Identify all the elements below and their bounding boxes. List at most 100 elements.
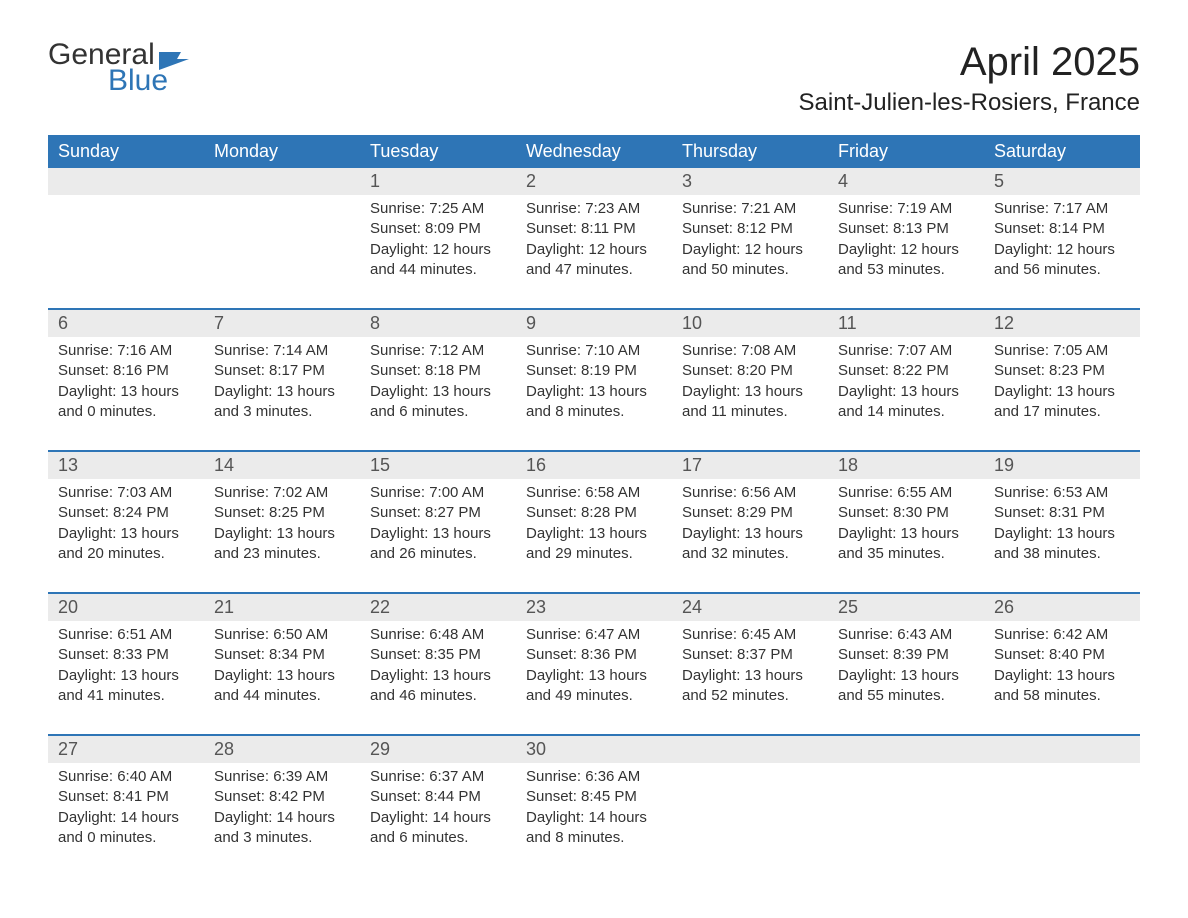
- detail-sunrise: Sunrise: 7:08 AM: [682, 341, 818, 361]
- detail-day2: and 32 minutes.: [682, 544, 818, 564]
- day-detail-cell: Sunrise: 7:02 AMSunset: 8:25 PMDaylight:…: [204, 479, 360, 593]
- detail-day1: Daylight: 13 hours: [994, 382, 1130, 402]
- detail-day2: and 6 minutes.: [370, 828, 506, 848]
- dow-saturday: Saturday: [984, 135, 1140, 168]
- detail-day2: and 41 minutes.: [58, 686, 194, 706]
- detail-sunset: Sunset: 8:16 PM: [58, 361, 194, 381]
- day-detail-cell: Sunrise: 6:45 AMSunset: 8:37 PMDaylight:…: [672, 621, 828, 735]
- day-number-cell: 24: [672, 594, 828, 621]
- day-number: 27: [58, 739, 78, 759]
- detail-sunset: Sunset: 8:25 PM: [214, 503, 350, 523]
- day-number-cell: 5: [984, 168, 1140, 195]
- detail-day2: and 53 minutes.: [838, 260, 974, 280]
- day-number: 1: [370, 171, 380, 191]
- detail-day1: Daylight: 13 hours: [214, 382, 350, 402]
- detail-day2: and 56 minutes.: [994, 260, 1130, 280]
- detail-day2: and 23 minutes.: [214, 544, 350, 564]
- detail-day2: and 14 minutes.: [838, 402, 974, 422]
- detail-sunset: Sunset: 8:18 PM: [370, 361, 506, 381]
- day-detail-cell: [48, 195, 204, 309]
- logo-word-blue: Blue: [108, 66, 193, 96]
- day-number-cell: [828, 736, 984, 763]
- day-detail-cell: Sunrise: 6:55 AMSunset: 8:30 PMDaylight:…: [828, 479, 984, 593]
- dow-wednesday: Wednesday: [516, 135, 672, 168]
- day-number: 18: [838, 455, 858, 475]
- detail-day1: Daylight: 14 hours: [214, 808, 350, 828]
- detail-day2: and 8 minutes.: [526, 828, 662, 848]
- day-number: 11: [838, 313, 857, 333]
- detail-sunrise: Sunrise: 7:05 AM: [994, 341, 1130, 361]
- detail-sunrise: Sunrise: 7:03 AM: [58, 483, 194, 503]
- detail-day1: Daylight: 12 hours: [838, 240, 974, 260]
- detail-sunrise: Sunrise: 7:17 AM: [994, 199, 1130, 219]
- day-detail-cell: Sunrise: 7:08 AMSunset: 8:20 PMDaylight:…: [672, 337, 828, 451]
- day-number-cell: 1: [360, 168, 516, 195]
- day-number: 12: [994, 313, 1014, 333]
- day-number: 5: [994, 171, 1004, 191]
- detail-day1: Daylight: 13 hours: [682, 382, 818, 402]
- detail-day2: and 20 minutes.: [58, 544, 194, 564]
- detail-sunrise: Sunrise: 6:36 AM: [526, 767, 662, 787]
- day-number-cell: 16: [516, 452, 672, 479]
- detail-sunrise: Sunrise: 7:25 AM: [370, 199, 506, 219]
- day-detail-cell: Sunrise: 6:51 AMSunset: 8:33 PMDaylight:…: [48, 621, 204, 735]
- detail-day1: Daylight: 13 hours: [994, 524, 1130, 544]
- day-number: 28: [214, 739, 234, 759]
- day-detail-cell: Sunrise: 6:48 AMSunset: 8:35 PMDaylight:…: [360, 621, 516, 735]
- title-block: April 2025 Saint-Julien-les-Rosiers, Fra…: [799, 40, 1140, 117]
- detail-day2: and 35 minutes.: [838, 544, 974, 564]
- day-number-cell: 25: [828, 594, 984, 621]
- detail-sunset: Sunset: 8:45 PM: [526, 787, 662, 807]
- day-detail-cell: Sunrise: 6:53 AMSunset: 8:31 PMDaylight:…: [984, 479, 1140, 593]
- day-number-cell: 27: [48, 736, 204, 763]
- detail-sunrise: Sunrise: 6:51 AM: [58, 625, 194, 645]
- day-number: 13: [58, 455, 78, 475]
- day-number: 19: [994, 455, 1014, 475]
- day-detail-row: Sunrise: 7:03 AMSunset: 8:24 PMDaylight:…: [48, 479, 1140, 593]
- day-number-cell: [672, 736, 828, 763]
- detail-day1: Daylight: 12 hours: [994, 240, 1130, 260]
- detail-sunset: Sunset: 8:27 PM: [370, 503, 506, 523]
- day-detail-cell: [672, 763, 828, 858]
- detail-sunset: Sunset: 8:09 PM: [370, 219, 506, 239]
- dow-sunday: Sunday: [48, 135, 204, 168]
- day-number: 9: [526, 313, 536, 333]
- day-detail-cell: Sunrise: 6:56 AMSunset: 8:29 PMDaylight:…: [672, 479, 828, 593]
- day-detail-cell: Sunrise: 6:58 AMSunset: 8:28 PMDaylight:…: [516, 479, 672, 593]
- detail-day2: and 38 minutes.: [994, 544, 1130, 564]
- day-detail-cell: Sunrise: 7:17 AMSunset: 8:14 PMDaylight:…: [984, 195, 1140, 309]
- day-number-cell: 12: [984, 310, 1140, 337]
- day-detail-cell: [204, 195, 360, 309]
- day-number: 3: [682, 171, 692, 191]
- detail-day2: and 46 minutes.: [370, 686, 506, 706]
- day-detail-cell: Sunrise: 7:14 AMSunset: 8:17 PMDaylight:…: [204, 337, 360, 451]
- detail-day1: Daylight: 13 hours: [682, 666, 818, 686]
- detail-day1: Daylight: 13 hours: [58, 524, 194, 544]
- day-number: 21: [214, 597, 234, 617]
- day-detail-cell: [984, 763, 1140, 858]
- page-header: General Blue April 2025 Saint-Julien-les…: [48, 40, 1140, 117]
- day-detail-cell: Sunrise: 7:07 AMSunset: 8:22 PMDaylight:…: [828, 337, 984, 451]
- detail-sunset: Sunset: 8:28 PM: [526, 503, 662, 523]
- detail-day2: and 6 minutes.: [370, 402, 506, 422]
- detail-day1: Daylight: 14 hours: [526, 808, 662, 828]
- flag-icon: [159, 48, 193, 70]
- day-number-cell: 11: [828, 310, 984, 337]
- detail-day1: Daylight: 14 hours: [370, 808, 506, 828]
- detail-sunset: Sunset: 8:44 PM: [370, 787, 506, 807]
- day-number: 29: [370, 739, 390, 759]
- dow-friday: Friday: [828, 135, 984, 168]
- detail-sunset: Sunset: 8:31 PM: [994, 503, 1130, 523]
- detail-day2: and 29 minutes.: [526, 544, 662, 564]
- day-number: 23: [526, 597, 546, 617]
- day-number-cell: 8: [360, 310, 516, 337]
- detail-sunrise: Sunrise: 7:12 AM: [370, 341, 506, 361]
- detail-day2: and 26 minutes.: [370, 544, 506, 564]
- detail-sunset: Sunset: 8:22 PM: [838, 361, 974, 381]
- detail-day1: Daylight: 13 hours: [214, 524, 350, 544]
- day-of-week-header: Sunday Monday Tuesday Wednesday Thursday…: [48, 135, 1140, 168]
- day-number-cell: 28: [204, 736, 360, 763]
- detail-sunset: Sunset: 8:33 PM: [58, 645, 194, 665]
- day-number: 6: [58, 313, 68, 333]
- detail-sunset: Sunset: 8:13 PM: [838, 219, 974, 239]
